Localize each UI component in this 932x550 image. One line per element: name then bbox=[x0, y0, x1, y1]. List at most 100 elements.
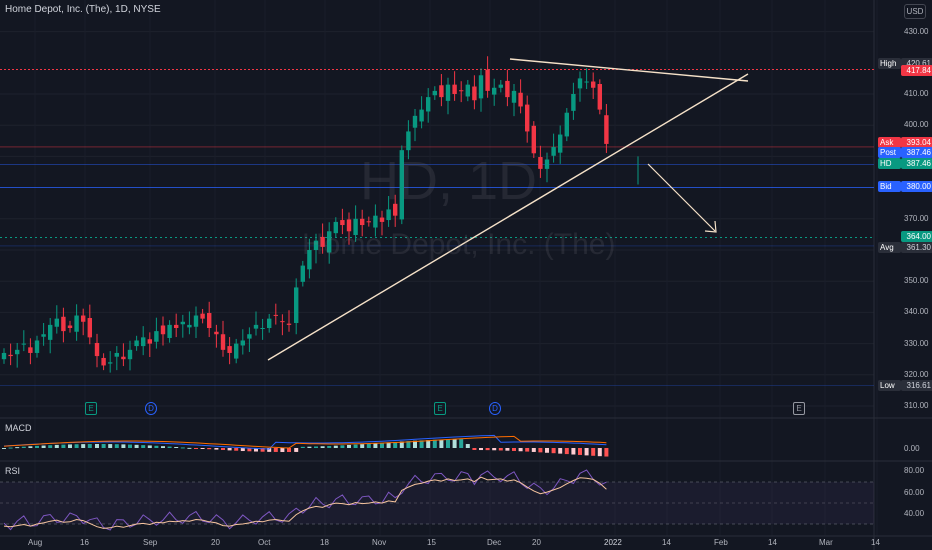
candle-body bbox=[432, 90, 437, 96]
candle-body bbox=[200, 313, 205, 319]
macd-histogram-bar bbox=[597, 448, 602, 457]
candle-body bbox=[227, 346, 232, 353]
candle-body bbox=[214, 331, 219, 335]
time-tick-label: 20 bbox=[532, 538, 541, 547]
time-tick-label: 15 bbox=[427, 538, 436, 547]
candle-body bbox=[478, 75, 484, 99]
macd-axis-tick: 0.00 bbox=[904, 444, 920, 453]
rsi-tick-label: 80.00 bbox=[904, 466, 925, 475]
price-tick-label: 350.00 bbox=[904, 276, 929, 286]
dividend-marker-icon[interactable]: D bbox=[145, 402, 157, 415]
candle-body bbox=[87, 318, 92, 338]
macd-histogram-bar bbox=[406, 441, 411, 448]
candle-body bbox=[280, 321, 285, 323]
candle-body bbox=[571, 94, 576, 111]
macd-histogram-bar bbox=[551, 448, 556, 454]
candle-body bbox=[187, 324, 192, 328]
candle-body bbox=[604, 115, 609, 144]
candle-body bbox=[393, 203, 398, 216]
price-tick-label: 320.00 bbox=[904, 369, 929, 379]
macd-histogram-bar bbox=[479, 448, 483, 451]
macd-histogram-bar bbox=[452, 439, 457, 448]
candle-body bbox=[525, 104, 530, 132]
macd-histogram-bar bbox=[571, 448, 576, 455]
macd-title[interactable]: MACD bbox=[5, 423, 32, 433]
macd-histogram-bar bbox=[591, 448, 596, 456]
candle-body bbox=[300, 265, 305, 282]
candle-body bbox=[21, 343, 26, 345]
rsi-band bbox=[0, 482, 874, 524]
candle-body bbox=[412, 115, 418, 128]
macd-histogram-bar bbox=[101, 444, 106, 448]
candle-body bbox=[584, 81, 589, 83]
candle-body bbox=[406, 131, 411, 151]
candle-body bbox=[61, 316, 66, 332]
price-tag-name: High bbox=[878, 58, 901, 69]
time-tick-label: Aug bbox=[28, 538, 43, 547]
macd-histogram-bar bbox=[108, 444, 113, 448]
currency-button[interactable]: USD bbox=[904, 4, 926, 19]
earnings-marker-icon[interactable]: E bbox=[434, 402, 446, 415]
macd-histogram-bar bbox=[518, 448, 523, 452]
earnings-marker-icon[interactable]: E bbox=[793, 402, 805, 415]
projection-arrow-line bbox=[647, 163, 716, 232]
candle-body bbox=[101, 357, 106, 366]
candle-body bbox=[346, 219, 352, 232]
support-trendline bbox=[267, 73, 749, 361]
candle-body bbox=[511, 90, 517, 103]
macd-histogram-bar bbox=[61, 444, 66, 448]
candle-body bbox=[564, 112, 569, 137]
macd-histogram-bar bbox=[294, 448, 299, 452]
candle-body bbox=[558, 134, 563, 153]
candle-body bbox=[386, 209, 391, 221]
time-tick-label: 14 bbox=[768, 538, 777, 547]
macd-histogram-bar bbox=[194, 448, 198, 449]
candle-body bbox=[207, 313, 212, 328]
price-tag-name: Bid bbox=[878, 181, 901, 192]
candle-body bbox=[439, 85, 444, 98]
time-tick-label: Dec bbox=[487, 538, 502, 547]
candle-body bbox=[94, 342, 100, 357]
price-tag-value: 387.46 bbox=[901, 158, 932, 169]
macd-histogram-bar bbox=[260, 448, 265, 452]
macd-histogram-bar bbox=[187, 447, 192, 449]
macd-histogram-bar bbox=[578, 448, 582, 455]
rsi-tick-label: 40.00 bbox=[904, 509, 925, 518]
macd-histogram-bar bbox=[333, 445, 338, 448]
price-tick-label: 340.00 bbox=[904, 307, 929, 317]
candle-body bbox=[253, 324, 259, 329]
macd-histogram-bar bbox=[180, 447, 185, 449]
candle-body bbox=[260, 328, 265, 329]
time-tick-label: 16 bbox=[80, 538, 89, 547]
macd-histogram-bar bbox=[15, 447, 20, 449]
price-tick-label: 430.00 bbox=[904, 26, 929, 36]
macd-histogram-bar bbox=[174, 446, 179, 448]
candle-body bbox=[108, 362, 113, 364]
candle-body bbox=[1, 352, 7, 360]
candle-body bbox=[452, 84, 457, 94]
candle-body bbox=[247, 334, 252, 339]
time-tick-label: Mar bbox=[819, 538, 833, 547]
macd-histogram-bar bbox=[340, 445, 345, 448]
candle-body bbox=[121, 356, 126, 360]
candle-body bbox=[193, 315, 199, 327]
candle-body bbox=[141, 337, 146, 347]
macd-histogram-bar bbox=[446, 439, 450, 448]
candle-body bbox=[320, 236, 325, 247]
rsi-title[interactable]: RSI bbox=[5, 466, 21, 476]
candle-body bbox=[67, 325, 73, 328]
macd-histogram-bar bbox=[307, 446, 312, 448]
macd-histogram-bar bbox=[538, 448, 543, 453]
symbol-title: Home Depot, Inc. (The), 1D, NYSE bbox=[5, 4, 161, 15]
price-tag-name: Ask bbox=[878, 137, 901, 148]
macd-histogram-bar bbox=[564, 448, 569, 455]
dividend-marker-icon[interactable]: D bbox=[489, 402, 501, 415]
earnings-marker-icon[interactable]: E bbox=[85, 402, 97, 415]
candle-body bbox=[54, 318, 59, 327]
candle-body bbox=[134, 340, 139, 347]
rsi-tick-label: 60.00 bbox=[904, 488, 925, 497]
candle-body bbox=[591, 81, 596, 88]
macd-histogram-bar bbox=[214, 448, 219, 450]
